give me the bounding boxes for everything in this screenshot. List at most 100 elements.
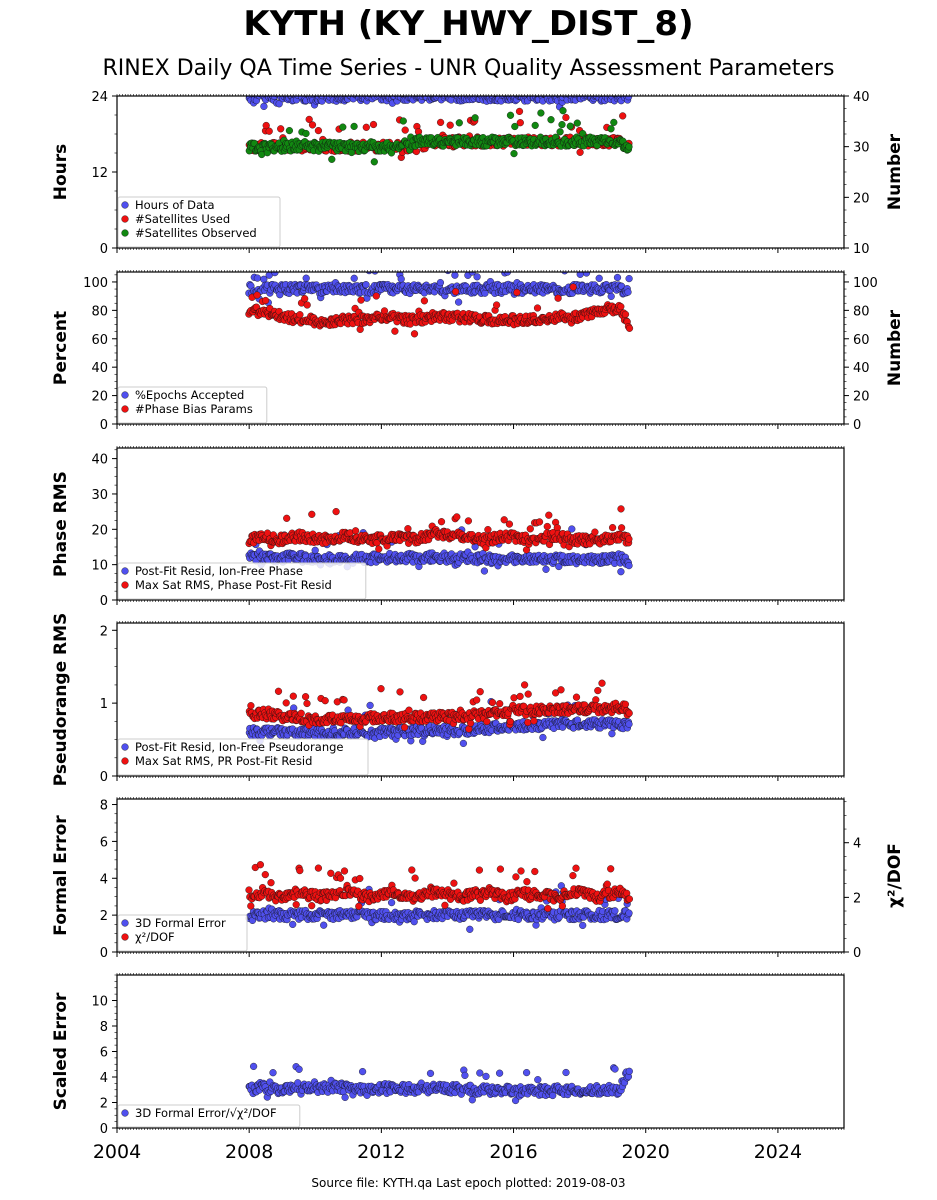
y-tick-label: 0 — [100, 418, 108, 433]
data-point — [624, 288, 632, 296]
y-tick-label: 0 — [100, 594, 108, 609]
data-point — [277, 125, 285, 133]
legend: %Epochs Accepted#Phase Bias Params — [117, 386, 268, 424]
data-point — [391, 327, 399, 335]
y2-tick-label: 20 — [853, 191, 870, 206]
data-point — [513, 288, 521, 297]
data-point — [613, 85, 620, 92]
data-point — [308, 510, 316, 518]
data-point — [515, 107, 524, 116]
data-point — [353, 96, 356, 97]
y2-tick-label: 40 — [853, 361, 870, 376]
data-point — [258, 89, 265, 96]
y2-tick-label: 20 — [853, 390, 870, 405]
data-point — [617, 524, 626, 532]
data-point — [625, 143, 633, 151]
data-point — [528, 89, 535, 96]
data-point — [496, 80, 503, 87]
data-point — [271, 272, 279, 277]
legend-marker — [121, 201, 129, 209]
data-point — [249, 259, 256, 266]
data-point — [255, 88, 262, 95]
page-subtitle: RINEX Daily QA Time Series - UNR Quality… — [102, 56, 835, 81]
data-point — [263, 71, 270, 78]
data-point — [462, 86, 469, 93]
data-point — [362, 281, 370, 289]
data-point — [253, 291, 261, 299]
data-point — [399, 117, 407, 125]
data-point — [297, 84, 304, 91]
data-point — [559, 107, 567, 115]
data-point — [605, 89, 612, 96]
data-point — [311, 546, 319, 554]
data-point — [413, 80, 420, 87]
data-point — [562, 113, 570, 122]
page-title: KYTH (KY_HWY_DIST_8) — [243, 4, 694, 44]
data-point — [283, 514, 291, 522]
data-point — [577, 96, 579, 97]
y-tick-label: 10 — [91, 559, 108, 574]
data-point — [617, 505, 625, 513]
data-point — [591, 528, 599, 536]
y2-tick-label: 100 — [853, 276, 878, 291]
data-point — [543, 522, 551, 531]
y-tick-label: 12 — [91, 166, 108, 181]
data-point — [621, 310, 630, 319]
data-point — [600, 71, 607, 78]
data-point — [428, 79, 435, 86]
data-point — [297, 89, 304, 96]
data-point — [545, 511, 553, 519]
legend-label: #Satellites Observed — [135, 226, 257, 240]
y-tick-label: 40 — [91, 361, 108, 376]
data-point — [533, 304, 542, 312]
legend-label: %Epochs Accepted — [135, 388, 244, 402]
data-point — [511, 122, 519, 131]
data-point — [573, 119, 581, 127]
data-point — [365, 272, 373, 275]
y2-tick-label: 80 — [853, 304, 870, 319]
y-axis-label: Phase RMS — [51, 471, 71, 577]
data-point — [617, 303, 625, 311]
data-point — [303, 301, 311, 309]
y-tick-label: 0 — [100, 242, 108, 257]
legend: Hours of Data#Satellites Used#Satellites… — [117, 196, 281, 248]
data-point — [420, 297, 429, 305]
y-tick-label: 100 — [83, 276, 108, 291]
data-point — [455, 298, 463, 306]
data-point — [356, 325, 364, 334]
data-point — [509, 89, 516, 96]
data-point — [580, 89, 587, 96]
data-point — [439, 71, 446, 78]
data-point — [531, 121, 539, 130]
data-point — [367, 259, 374, 266]
data-point — [583, 70, 590, 77]
y2-tick-label: 40 — [853, 90, 870, 105]
data-point — [558, 120, 566, 129]
data-point — [436, 279, 445, 287]
legend-box — [117, 386, 268, 424]
data-point — [505, 520, 514, 528]
data-point — [488, 82, 495, 89]
data-point — [497, 89, 504, 96]
data-point — [446, 121, 454, 129]
data-point — [314, 127, 323, 135]
data-point — [526, 525, 534, 533]
data-point — [371, 272, 379, 275]
data-point — [484, 525, 492, 534]
data-point — [253, 274, 262, 282]
legend-label: #Satellites Used — [135, 212, 230, 226]
legend-marker — [121, 581, 129, 589]
data-point — [404, 525, 412, 533]
y-tick-label: 20 — [91, 523, 108, 538]
data-point — [561, 272, 569, 275]
data-point — [480, 567, 489, 575]
data-point — [464, 517, 473, 525]
data-point — [369, 120, 378, 129]
data-point — [302, 129, 310, 138]
data-point — [608, 523, 617, 532]
data-point — [529, 89, 536, 96]
panel-frame — [116, 271, 845, 425]
